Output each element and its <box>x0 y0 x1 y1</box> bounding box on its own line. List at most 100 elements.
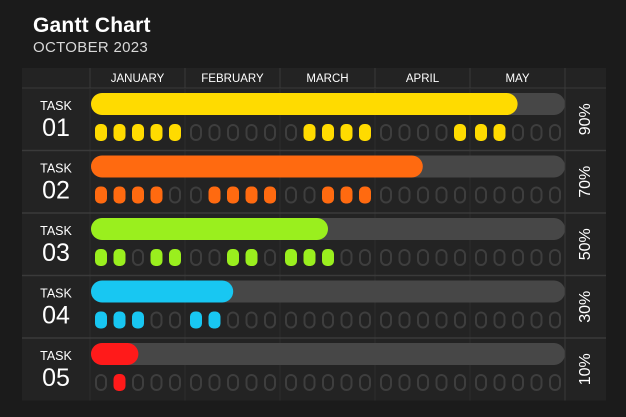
inactive-pill <box>303 186 316 204</box>
active-pill <box>322 186 334 204</box>
inactive-pill <box>475 311 487 329</box>
inactive-pill <box>340 311 353 329</box>
inactive-pill <box>245 124 258 141</box>
inactive-pill <box>208 124 221 141</box>
inactive-pill <box>475 249 487 266</box>
inactive-pill <box>493 249 506 266</box>
inactive-pill <box>227 124 239 141</box>
active-pill <box>245 249 258 266</box>
inactive-pill <box>190 186 202 204</box>
progress-percent: 30% <box>577 291 594 323</box>
inactive-pill <box>264 249 276 266</box>
task-label: TASK <box>40 99 72 113</box>
task-number: 02 <box>42 177 70 205</box>
inactive-pill <box>285 186 297 204</box>
active-pill <box>132 124 144 141</box>
inactive-pill <box>454 374 466 391</box>
progress-percent: 10% <box>577 353 594 385</box>
inactive-pill <box>417 186 429 204</box>
inactive-pill <box>132 374 144 391</box>
inactive-pill <box>303 311 316 329</box>
month-label: FEBRUARY <box>201 73 264 85</box>
progress-percent: 90% <box>577 103 594 135</box>
progress-percent: 50% <box>577 228 594 260</box>
inactive-pill <box>435 311 448 329</box>
inactive-pill <box>380 186 392 204</box>
active-pill <box>95 311 107 329</box>
inactive-pill <box>150 311 163 329</box>
active-pill <box>190 311 202 329</box>
inactive-pill <box>493 374 506 391</box>
progress-bar <box>91 93 518 115</box>
inactive-pill <box>285 374 297 391</box>
inactive-pill <box>512 311 524 329</box>
inactive-pill <box>264 374 276 391</box>
inactive-pill <box>417 249 429 266</box>
inactive-pill <box>190 124 202 141</box>
inactive-pill <box>493 186 506 204</box>
progress-percent: 70% <box>577 166 594 198</box>
month-label: JANUARY <box>111 73 165 85</box>
month-label: APRIL <box>406 73 440 85</box>
inactive-pill <box>454 311 466 329</box>
inactive-pill <box>435 124 448 141</box>
inactive-pill <box>190 249 202 266</box>
inactive-pill <box>380 249 392 266</box>
active-pill <box>95 249 107 266</box>
inactive-pill <box>398 249 411 266</box>
inactive-pill <box>475 186 487 204</box>
inactive-pill <box>549 124 561 141</box>
active-pill <box>95 186 107 204</box>
inactive-pill <box>512 186 524 204</box>
inactive-pill <box>549 186 561 204</box>
task-label: TASK <box>40 224 72 238</box>
month-label: MAY <box>505 73 529 85</box>
progress-bar <box>91 280 234 303</box>
inactive-pill <box>530 124 543 141</box>
inactive-pill <box>512 124 524 141</box>
inactive-pill <box>398 374 411 391</box>
inactive-pill <box>530 249 543 266</box>
active-pill <box>245 186 258 204</box>
active-pill <box>113 249 126 266</box>
inactive-pill <box>530 311 543 329</box>
active-pill <box>113 124 126 141</box>
inactive-pill <box>264 124 276 141</box>
active-pill <box>264 186 276 204</box>
active-pill <box>113 186 126 204</box>
inactive-pill <box>245 374 258 391</box>
inactive-pill <box>475 374 487 391</box>
month-label: MARCH <box>306 73 348 85</box>
active-pill <box>227 186 239 204</box>
progress-bar <box>91 343 139 365</box>
active-pill <box>95 124 107 141</box>
inactive-pill <box>398 124 411 141</box>
active-pill <box>322 249 334 266</box>
inactive-pill <box>264 311 276 329</box>
inactive-pill <box>150 374 163 391</box>
task-number: 01 <box>42 114 70 142</box>
active-pill <box>359 186 371 204</box>
active-pill <box>303 249 316 266</box>
inactive-pill <box>190 374 202 391</box>
active-pill <box>150 249 163 266</box>
active-pill <box>285 249 297 266</box>
inactive-pill <box>398 311 411 329</box>
inactive-pill <box>380 374 392 391</box>
inactive-pill <box>322 311 334 329</box>
active-pill <box>132 311 144 329</box>
inactive-pill <box>380 311 392 329</box>
inactive-pill <box>435 374 448 391</box>
inactive-pill <box>417 374 429 391</box>
inactive-pill <box>227 374 239 391</box>
chart-subtitle: OCTOBER 2023 <box>33 39 149 56</box>
inactive-pill <box>549 249 561 266</box>
inactive-pill <box>208 249 221 266</box>
active-pill <box>227 249 239 266</box>
inactive-pill <box>322 374 334 391</box>
active-pill <box>340 124 353 141</box>
active-pill <box>454 124 466 141</box>
inactive-pill <box>380 124 392 141</box>
inactive-pill <box>303 374 316 391</box>
inactive-pill <box>245 311 258 329</box>
